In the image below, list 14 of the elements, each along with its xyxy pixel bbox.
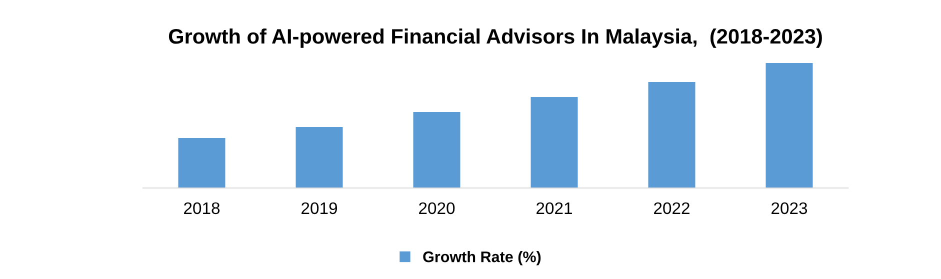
bar [296, 127, 343, 188]
chart-title: Growth of AI-powered Financial Advisors In Malaysia, (2018-2023) [168, 28, 822, 48]
x-tick-label: 2020 [419, 202, 455, 214]
bar [178, 138, 226, 188]
x-tick-label: 2023 [772, 202, 808, 214]
bar [530, 97, 578, 188]
bar [413, 112, 460, 188]
legend-label: Growth Rate (%) [423, 251, 541, 266]
bar [766, 63, 813, 188]
x-tick-label: 2018 [184, 202, 220, 214]
x-tick-label: 2021 [536, 202, 572, 214]
x-tick-label: 2022 [654, 202, 690, 214]
x-tick-label: 2019 [302, 202, 337, 214]
bar [648, 82, 696, 188]
